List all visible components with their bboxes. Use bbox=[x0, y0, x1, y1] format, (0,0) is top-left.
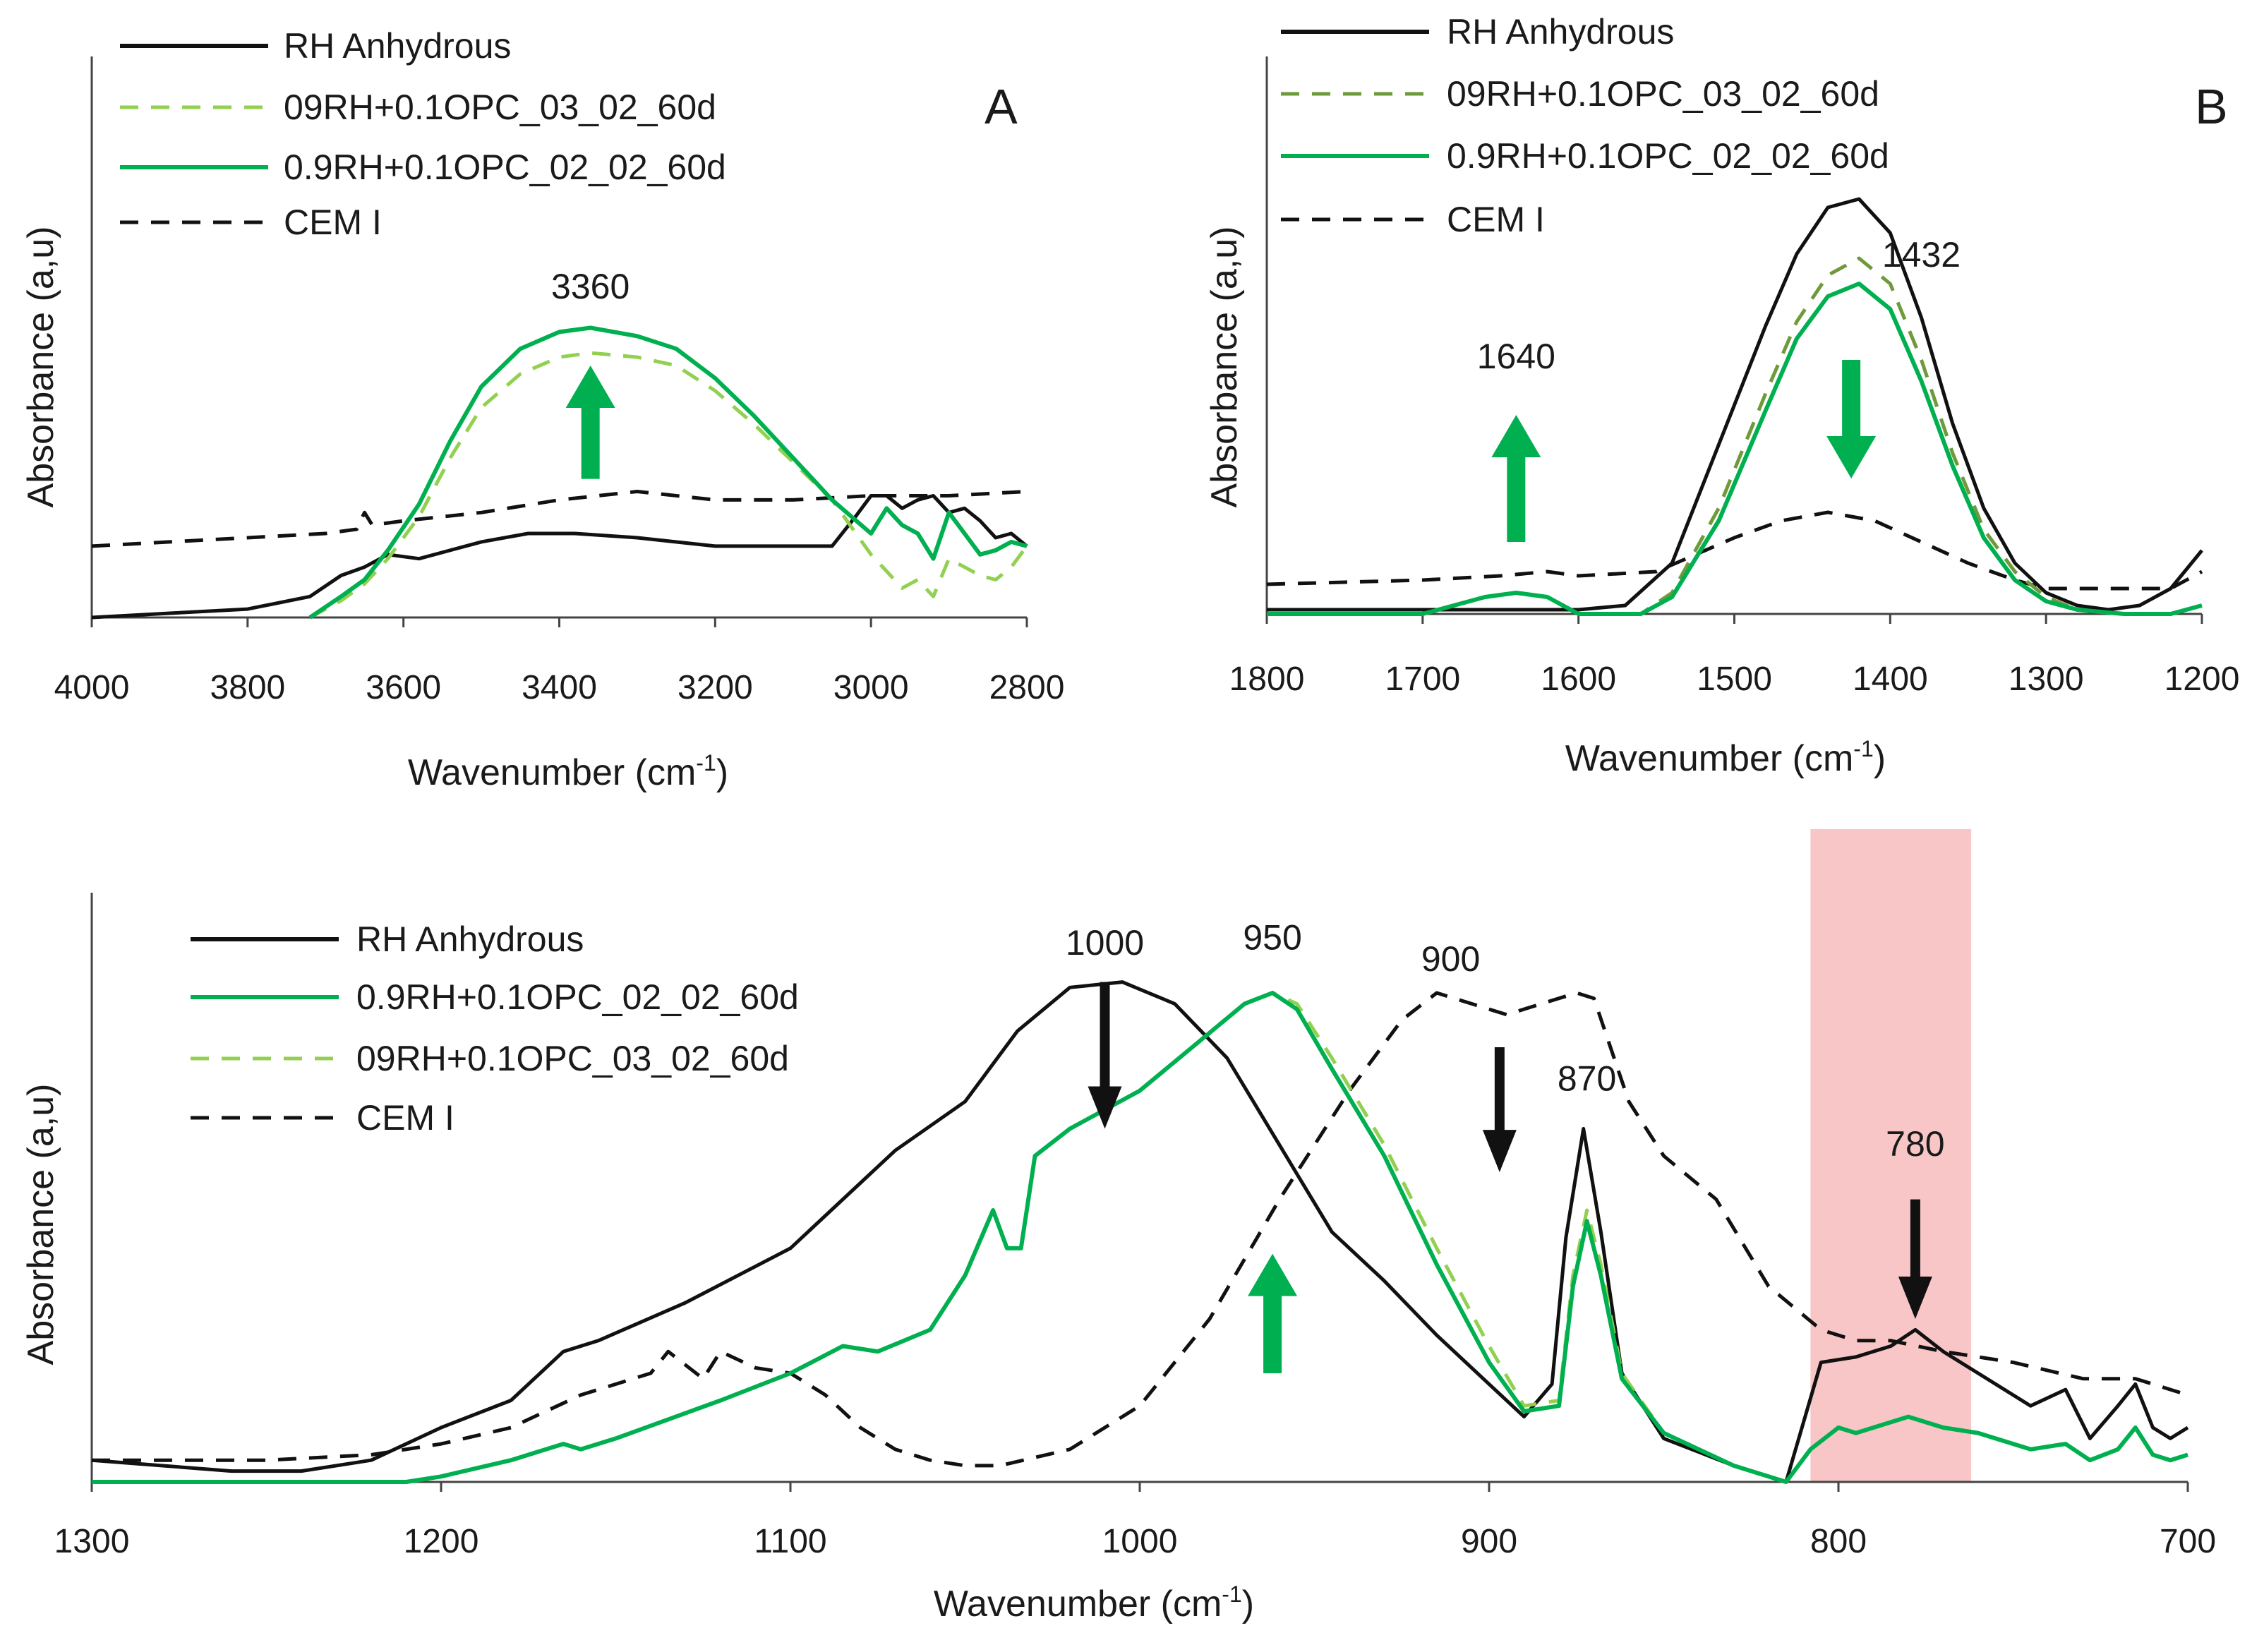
panel-a-peak-label-1: 3360 bbox=[551, 267, 630, 306]
panel-a-legend-label-3: 0.9RH+0.1OPC_02_02_60d bbox=[284, 147, 726, 187]
panel-b-series-1 bbox=[1267, 197, 2203, 612]
panel-a-x-tick-label: 3200 bbox=[678, 669, 753, 706]
panel-c-x-tick-label: 1000 bbox=[1102, 1523, 1178, 1560]
panel-c-legend-label-1: RH Anhydrous bbox=[356, 920, 584, 959]
panel-b-plot: 1800 1700 1600 1500 1400 1300 1200 1640 1432 bbox=[1229, 56, 2240, 698]
panel-a-x-tick-label: 4000 bbox=[54, 669, 130, 706]
panel-b-x-tick-label: 1300 bbox=[2009, 661, 2084, 698]
panel-b-legend-label-1: RH Anhydrous bbox=[1447, 12, 1674, 52]
panel-c-x-tick-label: 1200 bbox=[404, 1523, 479, 1560]
panel-a-x-tick-label: 3800 bbox=[210, 669, 285, 706]
panel-b-legend-label-2: 09RH+0.1OPC_03_02_60d bbox=[1447, 74, 1879, 114]
panel-b-series-2 bbox=[1266, 510, 2203, 591]
panel-c-arrow-1 bbox=[1088, 982, 1122, 1129]
panel-b-x-axis-title: Wavenumber (cm-1) bbox=[1565, 736, 1886, 779]
panel-b-x-tick-label: 1500 bbox=[1697, 661, 1772, 698]
panel-b-x-tick-label: 1200 bbox=[2164, 661, 2240, 698]
panel-c-series-1 bbox=[91, 980, 2189, 1484]
panel-c-legend-label-2: 0.9RH+0.1OPC_02_02_60d bbox=[356, 977, 799, 1017]
panel-a-x-tick-label: 2800 bbox=[989, 669, 1065, 706]
panel-c-x-tick-label: 700 bbox=[2160, 1523, 2216, 1560]
panel-c-series-4 bbox=[92, 991, 2188, 1484]
panel-b-letter: B bbox=[2195, 79, 2228, 134]
panel-b: 1800 1700 1600 1500 1400 1300 1200 1640 1432 B R… bbox=[1204, 12, 2239, 779]
panel-b-series-3 bbox=[1267, 256, 2203, 616]
panel-b-series-4 bbox=[1267, 282, 2203, 616]
panel-a-plot: 4000 3800 3600 3400 3200 3000 2800 3360 bbox=[54, 56, 1065, 706]
panel-a-legend: RH Anhydrous 09RH+0.1OPC_03_02_60d 0.9RH… bbox=[120, 26, 726, 242]
panel-b-x-tick-label: 1800 bbox=[1229, 661, 1305, 698]
panel-b-legend-label-3: 0.9RH+0.1OPC_02_02_60d bbox=[1447, 136, 1889, 176]
panel-c-x-axis-title: Wavenumber (cm-1) bbox=[934, 1581, 1254, 1624]
panel-c-arrow-4 bbox=[1898, 1199, 1932, 1319]
panel-c-series-2 bbox=[92, 991, 2188, 1468]
panel-c-plot: 1300 1200 1100 1000 900 800 700 1000 950 900 870 78… bbox=[54, 829, 2216, 1560]
panel-c-arrow-3 bbox=[1482, 1047, 1517, 1173]
panel-a-legend-label-2: 09RH+0.1OPC_03_02_60d bbox=[284, 88, 716, 127]
panel-a-series-1 bbox=[91, 494, 1028, 620]
panel-c-x-tick-label: 1100 bbox=[754, 1523, 826, 1560]
panel-c-legend-label-4: CEM I bbox=[356, 1098, 454, 1138]
panel-a: 4000 3800 3600 3400 3200 3000 2800 3360 A RH An… bbox=[20, 26, 1064, 793]
panel-a-x-tick-label: 3400 bbox=[522, 669, 597, 706]
panel-b-x-tick-label: 1400 bbox=[1853, 661, 1928, 698]
panel-b-arrow-2 bbox=[1826, 360, 1877, 478]
panel-b-x-tick-label: 1600 bbox=[1541, 661, 1616, 698]
panel-c-peak-label-2: 950 bbox=[1243, 917, 1301, 957]
panel-c-highlight-band bbox=[1810, 829, 1972, 1482]
panel-a-x-tick-label: 3000 bbox=[833, 669, 909, 706]
panel-b-legend: RH Anhydrous 09RH+0.1OPC_03_02_60d 0.9RH… bbox=[1281, 12, 1889, 239]
panel-c-x-tick-label: 1300 bbox=[54, 1523, 130, 1560]
panel-a-letter: A bbox=[985, 79, 1018, 134]
panel-c-legend-label-3: 09RH+0.1OPC_03_02_60d bbox=[356, 1039, 789, 1078]
panel-c-x-tick-label: 800 bbox=[1810, 1523, 1867, 1560]
panel-c-peak-label-3: 900 bbox=[1421, 939, 1480, 979]
panel-c-y-axis-title: Absorbance (a,u) bbox=[20, 1084, 61, 1365]
panel-c-peak-label-4: 870 bbox=[1558, 1059, 1616, 1099]
panel-c-legend: RH Anhydrous 0.9RH+0.1OPC_02_02_60d 09RH… bbox=[191, 920, 799, 1138]
panel-a-legend-label-4: CEM I bbox=[284, 203, 382, 242]
panel-a-y-axis-title: Absorbance (a,u) bbox=[20, 227, 61, 508]
panel-a-x-tick-label: 3600 bbox=[366, 669, 441, 706]
panel-c-peak-label-5: 780 bbox=[1886, 1124, 1944, 1164]
panel-a-series-3 bbox=[309, 351, 1029, 620]
panel-b-legend-label-4: CEM I bbox=[1447, 200, 1545, 239]
panel-c: 1300 1200 1100 1000 900 800 700 1000 950 900 870 78… bbox=[20, 829, 2216, 1624]
panel-a-series-4 bbox=[308, 325, 1028, 620]
panel-b-arrow-1 bbox=[1491, 415, 1541, 542]
panel-c-x-tick-label: 900 bbox=[1461, 1523, 1517, 1560]
panel-c-peak-label-1: 1000 bbox=[1066, 923, 1144, 963]
panel-a-legend-label-1: RH Anhydrous bbox=[284, 26, 511, 66]
panel-c-arrow-2 bbox=[1248, 1253, 1298, 1373]
panel-b-y-axis-title: Absorbance (a,u) bbox=[1204, 227, 1245, 508]
panel-a-arrow-1 bbox=[565, 366, 615, 479]
panel-a-x-axis-title: Wavenumber (cm-1) bbox=[408, 750, 728, 793]
panel-b-peak-label-2: 1432 bbox=[1882, 235, 1961, 275]
panel-b-x-tick-label: 1700 bbox=[1385, 661, 1460, 698]
panel-b-peak-label-1: 1640 bbox=[1477, 337, 1555, 376]
